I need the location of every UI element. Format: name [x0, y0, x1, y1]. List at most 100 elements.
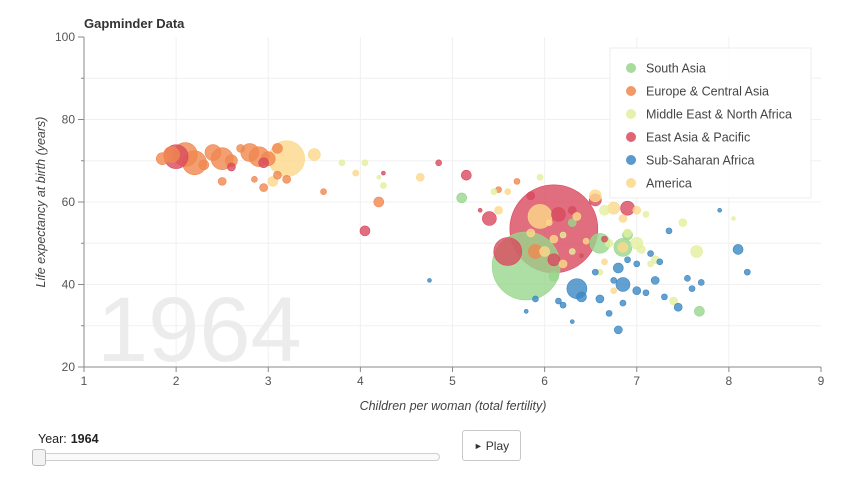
bubble-point[interactable]	[477, 207, 483, 213]
bubble-point[interactable]	[595, 294, 605, 304]
bubble-point[interactable]	[604, 238, 614, 248]
bubble-point[interactable]	[637, 245, 646, 254]
bubble-point[interactable]	[717, 207, 722, 213]
bubble-point[interactable]	[678, 218, 688, 227]
bubble-point[interactable]	[547, 253, 561, 267]
bubble-point[interactable]	[690, 245, 703, 258]
bubble-point[interactable]	[615, 277, 631, 292]
bubble-point[interactable]	[461, 169, 472, 181]
bubble-point[interactable]	[732, 244, 744, 255]
bubble-point[interactable]	[743, 268, 751, 276]
bubble-point[interactable]	[567, 205, 577, 215]
bubble-point[interactable]	[558, 259, 568, 269]
bubble-point[interactable]	[688, 285, 696, 292]
bubble-point[interactable]	[576, 291, 587, 303]
bubble-point[interactable]	[614, 325, 623, 335]
bubble-point[interactable]	[217, 177, 227, 186]
bubble-point[interactable]	[618, 214, 628, 223]
bubble-point[interactable]	[697, 279, 705, 286]
bubble-point[interactable]	[610, 277, 618, 284]
bubble-point[interactable]	[156, 152, 169, 165]
bubble-point[interactable]	[258, 157, 269, 169]
bubble-point[interactable]	[549, 234, 559, 244]
bubble-point[interactable]	[567, 218, 577, 227]
bubble-point[interactable]	[435, 159, 442, 167]
bubble-point[interactable]	[548, 270, 560, 282]
bubble-point[interactable]	[352, 169, 360, 177]
bubble-point[interactable]	[620, 200, 635, 216]
bubble-point[interactable]	[504, 188, 512, 195]
bubble-point[interactable]	[259, 183, 268, 192]
year-slider-track[interactable]	[36, 453, 440, 461]
bubble-point[interactable]	[494, 205, 503, 215]
bubble-point[interactable]	[656, 258, 664, 266]
bubble-point[interactable]	[555, 297, 562, 305]
bubble-point[interactable]	[236, 144, 245, 153]
bubble-point[interactable]	[569, 319, 575, 324]
bubble-point[interactable]	[642, 289, 650, 297]
bubble-point[interactable]	[282, 175, 291, 184]
bubble-point[interactable]	[694, 306, 705, 317]
bubble-point[interactable]	[617, 242, 629, 253]
bubble-point[interactable]	[273, 170, 282, 180]
bubble-point[interactable]	[610, 287, 618, 294]
bubble-point[interactable]	[338, 159, 346, 167]
play-button[interactable]: ► Play	[462, 430, 521, 461]
bubble-point[interactable]	[359, 225, 371, 237]
bubble-point[interactable]	[545, 219, 553, 226]
bubble-point[interactable]	[647, 260, 654, 268]
bubble-point[interactable]	[490, 188, 498, 195]
bubble-point[interactable]	[456, 192, 468, 204]
bubble-point[interactable]	[669, 296, 678, 306]
bubble-point[interactable]	[601, 235, 608, 243]
bubble-point[interactable]	[539, 246, 550, 257]
bubble-point[interactable]	[623, 228, 632, 238]
bubble-point[interactable]	[582, 237, 590, 245]
bubble-point[interactable]	[650, 276, 660, 285]
bubble-point[interactable]	[526, 191, 536, 201]
bubble-point[interactable]	[661, 293, 668, 301]
bubble-point[interactable]	[204, 144, 222, 161]
bubble-point[interactable]	[227, 162, 236, 172]
bubble-point[interactable]	[373, 196, 385, 208]
bubble-point[interactable]	[642, 211, 650, 218]
bubble-point[interactable]	[607, 201, 621, 215]
bubble-point[interactable]	[572, 212, 582, 221]
bubble-point[interactable]	[588, 189, 602, 203]
bubble-point[interactable]	[579, 253, 584, 258]
bubble-point[interactable]	[536, 173, 544, 181]
bubble-point[interactable]	[380, 182, 387, 189]
bubble-point[interactable]	[272, 143, 283, 154]
bubble-point[interactable]	[320, 188, 327, 195]
bubble-point[interactable]	[523, 309, 529, 314]
bubble-point[interactable]	[591, 268, 599, 276]
bubble-point[interactable]	[632, 205, 642, 215]
bubble-point[interactable]	[361, 159, 369, 167]
bubble-point[interactable]	[647, 250, 654, 257]
bubble-point[interactable]	[599, 204, 610, 216]
bubble-point[interactable]	[619, 299, 627, 307]
bubble-point[interactable]	[559, 301, 567, 309]
bubble-point[interactable]	[673, 302, 683, 312]
bubble-point[interactable]	[559, 231, 567, 239]
bubble-point[interactable]	[532, 295, 539, 303]
bubble-point[interactable]	[633, 260, 641, 268]
bubble-point[interactable]	[198, 159, 210, 171]
bubble-point[interactable]	[632, 286, 642, 295]
bubble-point[interactable]	[624, 256, 631, 264]
bubble-point[interactable]	[601, 258, 608, 266]
bubble-point[interactable]	[665, 227, 673, 235]
bubble-point[interactable]	[568, 248, 576, 255]
bubble-point[interactable]	[308, 148, 321, 161]
bubble-point[interactable]	[731, 216, 736, 221]
bubble-point[interactable]	[613, 262, 624, 274]
bubble-point[interactable]	[415, 172, 425, 182]
bubble-point[interactable]	[526, 228, 536, 238]
bubble-point[interactable]	[605, 310, 613, 317]
bubble-point[interactable]	[513, 178, 521, 185]
bubble-point[interactable]	[684, 275, 691, 282]
bubble-point[interactable]	[482, 211, 497, 226]
bubble-point[interactable]	[551, 207, 566, 222]
bubble-point[interactable]	[493, 237, 523, 266]
bubble-point[interactable]	[376, 174, 382, 180]
